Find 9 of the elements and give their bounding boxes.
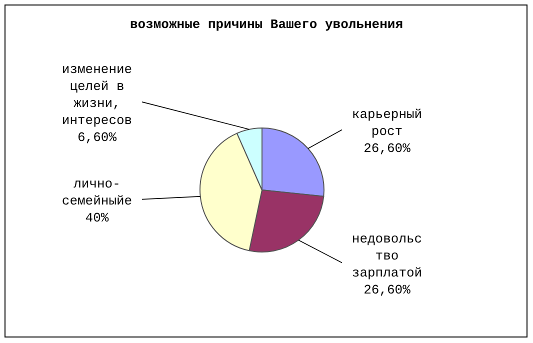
data-label: 40% [85, 210, 109, 226]
data-label: 26,60% [364, 140, 411, 156]
slice-label: изменение целей в жизни, интересов [62, 62, 132, 128]
chart-title: возможные причины Вашего увольнения [130, 17, 404, 32]
data-label: 6,60% [77, 130, 117, 146]
slice-label: недовольство зарплатой [352, 231, 422, 280]
slice-label: лично-семейныйе [62, 176, 132, 208]
data-label: 26,60% [364, 282, 411, 298]
slice-label: карьерный рост [352, 106, 422, 139]
